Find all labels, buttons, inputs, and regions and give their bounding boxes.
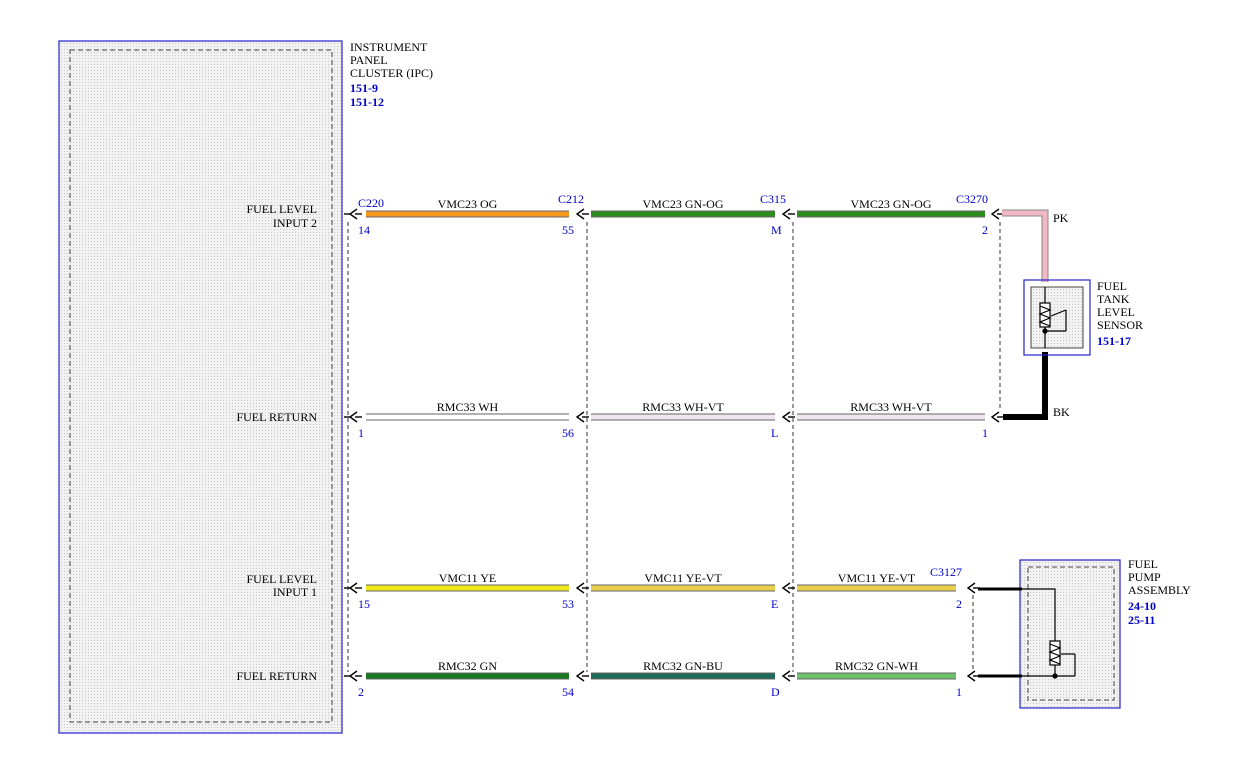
wire-label-row-1-seg-1: VMC23 OG	[438, 197, 498, 211]
connector-arrow-row-3-1	[344, 582, 362, 594]
pin-number-row-2-2: 56	[562, 426, 574, 440]
wire-label-row-1-seg-3: VMC23 GN-OG	[851, 197, 932, 211]
wire-label-row-4-seg-3: RMC32 GN-WH	[835, 659, 918, 673]
connector-arrow-row-1-2	[575, 208, 589, 220]
pin-number-row-2-1: 1	[358, 426, 364, 440]
sensor-pk-wire: PK	[1002, 209, 1069, 282]
sensor-name-line-2: TANK	[1097, 292, 1130, 306]
ipc-ref-2: 151-12	[350, 95, 384, 109]
pin-number-row-1-4: 2	[982, 223, 988, 237]
fuel-tank-level-sensor	[1023, 279, 1091, 356]
pk-wire-label: PK	[1053, 211, 1069, 225]
ipc-title: INSTRUMENT PANEL CLUSTER (IPC) 151-9 151…	[350, 40, 433, 109]
pin-number-row-3-1: 15	[358, 597, 370, 611]
ipc-name-line-2: PANEL	[350, 53, 388, 67]
pin-label-fuel-return-2: FUEL RETURN	[236, 669, 317, 683]
sensor-variable-resistor-icon	[1038, 287, 1067, 348]
pump-title: FUEL PUMP ASSEMBLY 24-10 25-11	[1128, 557, 1191, 627]
pump-variable-resistor-icon	[1022, 588, 1076, 679]
sensor-name-line-4: SENSOR	[1097, 318, 1143, 332]
pin-number-row-1-3: M	[771, 223, 782, 237]
pin-number-row-4-1: 2	[358, 685, 364, 699]
sensor-bk-wire: BK	[1003, 352, 1070, 420]
pin-number-row-2-3: L	[771, 426, 778, 440]
ipc-name-line-1: INSTRUMENT	[350, 40, 428, 54]
pin-label-fuel-level-input-2-line-1: FUEL LEVEL	[246, 202, 317, 216]
pin-number-row-4-3: D	[771, 685, 780, 699]
pump-ref-1: 24-10	[1128, 599, 1156, 613]
wire-segments	[366, 210, 985, 680]
sensor-title: FUEL TANK LEVEL SENSOR 151-17	[1097, 279, 1143, 348]
wire-label-row-4-seg-2: RMC32 GN-BU	[643, 659, 723, 673]
ipc-pin-labels: FUEL LEVEL INPUT 2 FUEL RETURN FUEL LEVE…	[236, 202, 317, 683]
pin-number-row-1-2: 55	[562, 223, 574, 237]
pump-ref-2: 25-11	[1128, 613, 1155, 627]
pin-label-fuel-level-input-2-line-2: INPUT 2	[273, 216, 317, 230]
fuel-pump-assembly	[978, 559, 1121, 709]
pin-label-fuel-level-input-1-line-1: FUEL LEVEL	[246, 572, 317, 586]
connector-c315: C315	[760, 192, 786, 206]
wire-label-row-2-seg-1: RMC33 WH	[437, 400, 499, 414]
connector-arrow-row-2-4	[990, 411, 1004, 423]
pin-number-row-1-1: 14	[358, 223, 370, 237]
connector-arrows	[344, 208, 1004, 682]
connector-arrow-row-2-1	[344, 411, 362, 423]
connector-arrow-row-1-3	[781, 208, 795, 220]
pin-number-row-4-4: 1	[956, 685, 962, 699]
pin-label-fuel-level-input-1-line-2: INPUT 1	[273, 585, 317, 599]
ipc-module	[58, 40, 343, 734]
connector-boundaries	[347, 222, 1001, 672]
connector-c212: C212	[558, 192, 584, 206]
wire-label-row-2-seg-2: RMC33 WH-VT	[642, 400, 724, 414]
ipc-name-line-3: CLUSTER (IPC)	[350, 66, 433, 80]
connector-arrow-row-2-3	[781, 411, 795, 423]
sensor-name-line-1: FUEL	[1097, 279, 1127, 293]
pump-name-line-3: ASSEMBLY	[1128, 583, 1191, 597]
sensor-name-line-3: LEVEL	[1097, 305, 1135, 319]
connector-arrow-row-4-2	[575, 670, 589, 682]
pump-wires	[978, 587, 1022, 678]
connector-arrow-row-3-2	[575, 582, 589, 594]
connector-arrow-row-4-3	[781, 670, 795, 682]
connector-c3127: C3127	[930, 565, 962, 579]
pin-number-row-3-2: 53	[562, 597, 574, 611]
wire-label-row-4-seg-1: RMC32 GN	[438, 659, 497, 673]
wire-label-row-2-seg-3: RMC33 WH-VT	[850, 400, 932, 414]
connector-arrow-row-4-1	[344, 670, 362, 682]
connector-c3270: C3270	[956, 192, 988, 206]
pump-name-line-2: PUMP	[1128, 570, 1161, 584]
pin-number-row-3-4: 2	[956, 597, 962, 611]
connector-names: C220 C212 C315 C3270 C3127	[358, 192, 988, 579]
sensor-ref: 151-17	[1097, 334, 1131, 348]
wire-label-row-1-seg-2: VMC23 GN-OG	[643, 197, 724, 211]
wire-label-row-3-seg-3: VMC11 YE-VT	[838, 571, 916, 585]
connector-arrow-row-1-1	[344, 208, 362, 220]
pin-number-row-2-4: 1	[982, 426, 988, 440]
bk-wire-label: BK	[1053, 405, 1070, 419]
connector-arrow-row-3-3	[781, 582, 795, 594]
pump-name-line-1: FUEL	[1128, 557, 1158, 571]
pin-label-fuel-return-1: FUEL RETURN	[236, 410, 317, 424]
connector-arrow-row-2-2	[575, 411, 589, 423]
pin-number-row-3-3: E	[771, 597, 778, 611]
wire-label-row-3-seg-2: VMC11 YE-VT	[644, 571, 722, 585]
pin-number-row-4-2: 54	[562, 685, 574, 699]
wire-labels: VMC23 OG VMC23 GN-OG VMC23 GN-OG 14 55 M 2 RMC3…	[358, 197, 988, 699]
connector-c220: C220	[358, 196, 384, 210]
ipc-ref-1: 151-9	[350, 81, 378, 95]
wire-label-row-3-seg-1: VMC11 YE	[439, 571, 496, 585]
